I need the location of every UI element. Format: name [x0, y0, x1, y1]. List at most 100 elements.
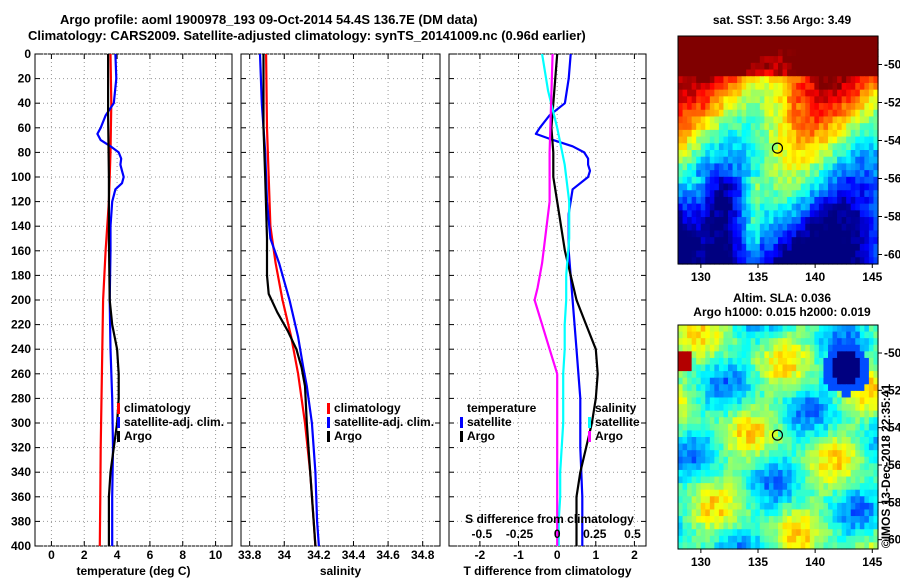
sla_map-cell — [718, 502, 725, 511]
sla_map-cell — [800, 450, 806, 458]
sla_map-cell — [873, 397, 879, 405]
sla_map-cell — [823, 404, 829, 412]
sla_map-cell — [678, 535, 684, 544]
sla_map-cell — [859, 338, 865, 346]
sst_map-cell — [800, 196, 806, 205]
sst_map-cell — [768, 170, 775, 178]
sst_map-cell — [859, 170, 865, 178]
sst_map-cell — [791, 123, 797, 131]
sla_map-cell — [696, 483, 702, 491]
sla_map-cell — [705, 371, 711, 379]
sst_map-cell — [723, 203, 729, 211]
sla_map-cell — [705, 483, 711, 491]
sla_map-cell — [873, 390, 879, 399]
sla_map-cell — [791, 522, 797, 530]
sst_map-cell — [832, 36, 838, 44]
sla_map-cell — [873, 404, 879, 412]
sla_map-cell — [859, 496, 865, 504]
sla_map-cell — [805, 371, 811, 379]
sla_map-cell — [805, 483, 811, 491]
sst_map-cell — [773, 156, 779, 165]
sst_map-cell — [764, 96, 770, 104]
depth-tick-label: 0 — [24, 47, 31, 61]
sla_map-cell — [787, 338, 793, 346]
sla_map-cell — [787, 377, 793, 385]
sst_map-cell — [768, 49, 775, 57]
sst_map-cell — [728, 42, 734, 51]
sla_map-cell — [828, 476, 834, 484]
sst_map-cell — [873, 42, 879, 51]
sst_map-cell — [818, 36, 825, 44]
sst_map-cell — [787, 230, 793, 238]
sst_map-cell — [782, 170, 788, 178]
sla_map-cell — [809, 496, 815, 504]
sst_map-cell — [718, 176, 725, 185]
sst_map-cell — [828, 49, 834, 57]
sla_map-cell — [832, 364, 838, 372]
sla_map-cell — [823, 437, 829, 445]
sst_map-cell — [709, 237, 715, 245]
sst_map-cell — [782, 217, 788, 225]
sst_map-cell — [750, 116, 756, 124]
sla_map-cell — [705, 397, 711, 405]
sla_map-cell — [846, 502, 852, 511]
sla_map-cell — [809, 483, 815, 491]
sst_map-cell — [796, 69, 802, 77]
sla_map-cell — [718, 371, 725, 379]
sla_map-cell — [818, 483, 825, 491]
sla_map-cell — [732, 390, 738, 399]
sst_map-cell — [859, 42, 865, 51]
sla_map-cell — [823, 325, 829, 333]
sst_map-cell — [755, 163, 761, 171]
sla_map-cell — [823, 502, 829, 511]
sst_map-cell — [873, 196, 879, 205]
sla_map-cell — [764, 344, 770, 352]
sla_map-cell — [778, 338, 784, 346]
sst_map-cell — [809, 103, 815, 111]
sla_map-cell — [837, 357, 843, 366]
sst_map-cell — [800, 56, 806, 64]
sla_map-cell — [805, 516, 811, 524]
sla_map-cell — [782, 443, 788, 451]
sla_map-cell — [837, 371, 843, 379]
sla_map-cell — [687, 529, 693, 537]
sst_map-cell — [791, 103, 797, 111]
sla_map-cell — [787, 351, 793, 359]
sla_map-cell — [728, 371, 734, 379]
sla_map-cell — [678, 483, 684, 491]
sla_map-cell — [755, 325, 761, 333]
sst_map-cell — [741, 257, 747, 265]
sla_map-cell — [823, 417, 829, 425]
sst_map-cell — [791, 176, 797, 185]
sla_map-cell — [764, 410, 770, 418]
sst_map-cell — [718, 123, 725, 131]
sla_map-cell — [732, 502, 738, 511]
sla_map-cell — [800, 338, 806, 346]
sst_map-cell — [741, 230, 747, 238]
sst_map-cell — [850, 217, 856, 225]
sla_map-cell — [682, 529, 688, 537]
sla_map-cell — [714, 338, 720, 346]
sla_map-cell — [809, 430, 815, 438]
sst_map-cell — [809, 116, 815, 124]
sst_map-cell — [809, 183, 815, 191]
sla_map-cell — [709, 344, 715, 352]
sst_map-cell — [814, 203, 820, 211]
sla_map-cell — [696, 443, 702, 451]
sst_map-cell — [868, 257, 875, 265]
sla_map-cell — [841, 529, 847, 537]
sla_map-cell — [687, 377, 693, 385]
sst_map-cell — [768, 56, 775, 64]
sla_map-cell — [678, 423, 684, 432]
sst_map-cell — [828, 237, 834, 245]
sla_map-cell — [864, 357, 870, 366]
sla_map-cell — [691, 542, 697, 550]
sla_map-cell — [732, 397, 738, 405]
sst_map-cell — [750, 196, 756, 205]
sla_map-cell — [687, 522, 693, 530]
sst_map-cell — [814, 143, 820, 151]
sla_map-cell — [855, 529, 861, 537]
sst_map-cell — [759, 163, 765, 171]
sst_map-cell — [678, 183, 684, 191]
sla_map-cell — [805, 390, 811, 399]
